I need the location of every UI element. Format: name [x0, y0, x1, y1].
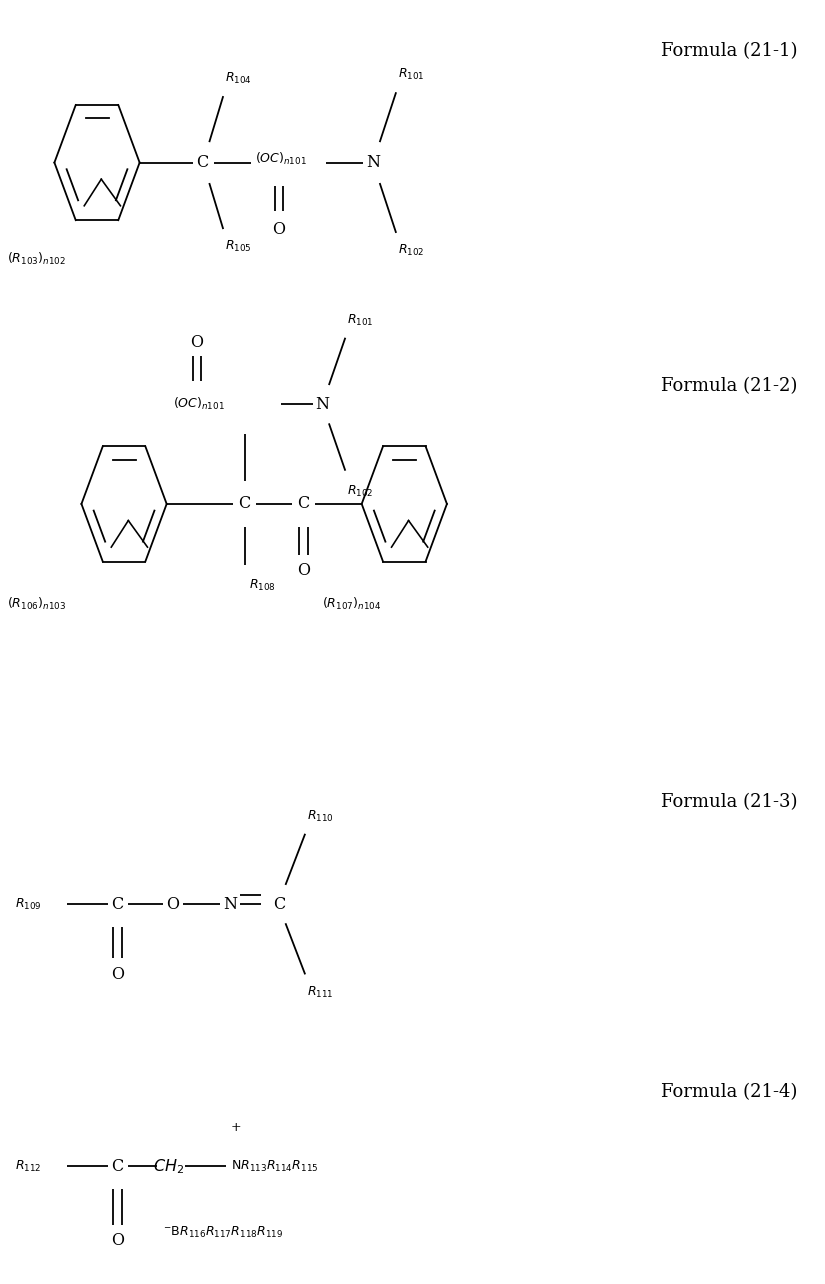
Text: $R_{108}$: $R_{108}$	[249, 578, 276, 593]
Text: $(R_{103})_{n102}$: $(R_{103})_{n102}$	[7, 250, 66, 267]
Text: C: C	[238, 496, 251, 512]
Text: $R_{102}$: $R_{102}$	[398, 243, 424, 258]
Text: $R_{109}$: $R_{109}$	[15, 896, 42, 912]
Text: N: N	[366, 154, 380, 171]
Text: C: C	[297, 496, 309, 512]
Text: Formula (21-3): Formula (21-3)	[661, 792, 798, 810]
Text: O: O	[111, 966, 124, 982]
Text: $\mathrm{N}R_{113}R_{114}R_{115}$: $\mathrm{N}R_{113}R_{114}R_{115}$	[230, 1158, 318, 1174]
Text: $R_{111}$: $R_{111}$	[307, 985, 333, 1000]
Text: $R_{110}$: $R_{110}$	[307, 809, 333, 823]
Text: $CH_{2}$: $CH_{2}$	[153, 1157, 184, 1176]
Text: $(R_{107})_{n104}$: $(R_{107})_{n104}$	[323, 596, 382, 611]
Text: $R_{102}$: $R_{102}$	[347, 484, 374, 498]
Text: C: C	[111, 1158, 124, 1175]
Text: $R_{105}$: $R_{105}$	[225, 239, 252, 254]
Text: O: O	[111, 1231, 124, 1249]
Text: +: +	[230, 1121, 241, 1134]
Text: C: C	[196, 154, 209, 171]
Text: O: O	[272, 221, 285, 238]
Text: O: O	[191, 334, 204, 352]
Text: $(R_{106})_{n103}$: $(R_{106})_{n103}$	[7, 596, 66, 611]
Text: Formula (21-2): Formula (21-2)	[662, 377, 798, 395]
Text: Formula (21-1): Formula (21-1)	[661, 42, 798, 60]
Text: ${}^{-}\mathrm{B}R_{116}R_{117}R_{118}R_{119}$: ${}^{-}\mathrm{B}R_{116}R_{117}R_{118}R_…	[163, 1225, 283, 1240]
Text: O: O	[297, 562, 310, 579]
Text: O: O	[166, 895, 179, 913]
Text: $(OC)_{n101}$: $(OC)_{n101}$	[173, 397, 225, 412]
Text: N: N	[223, 895, 237, 913]
Text: $R_{101}$: $R_{101}$	[398, 67, 424, 82]
Text: Formula (21-4): Formula (21-4)	[662, 1082, 798, 1100]
Text: $R_{101}$: $R_{101}$	[347, 312, 374, 327]
Text: C: C	[273, 895, 285, 913]
Text: $R_{104}$: $R_{104}$	[225, 71, 252, 86]
Text: $(OC)_{n101}$: $(OC)_{n101}$	[255, 150, 307, 167]
Text: N: N	[315, 395, 329, 412]
Text: $R_{112}$: $R_{112}$	[15, 1158, 41, 1174]
Text: C: C	[111, 895, 124, 913]
